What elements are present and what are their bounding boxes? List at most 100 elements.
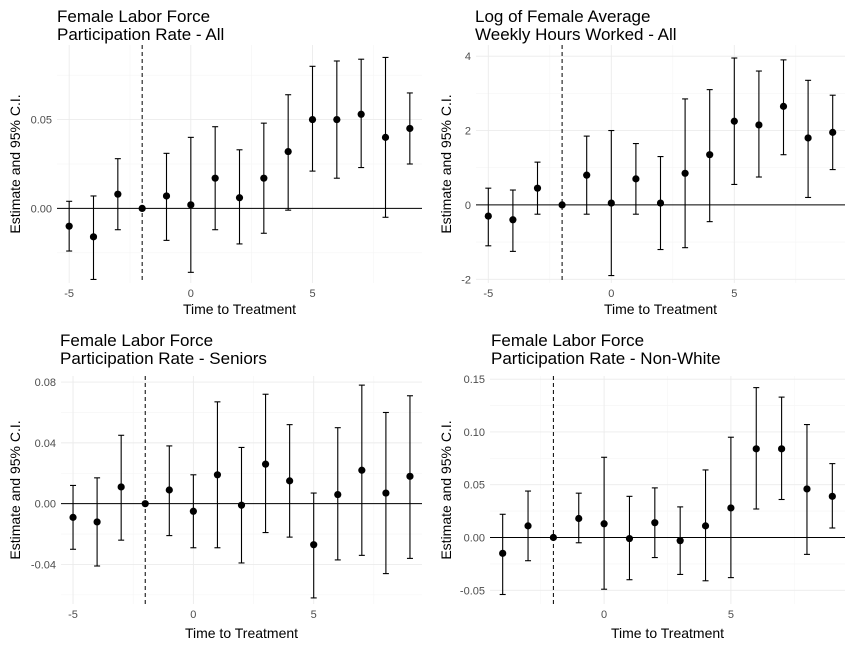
estimate-point-15 (406, 472, 414, 480)
y-axis-title: Estimate and 95% C.I. (438, 420, 454, 559)
y-tick-label: 0.05 (31, 115, 52, 127)
chart-title-line-1: Log of Female Average (475, 7, 650, 26)
y-tick-label: 0.00 (35, 499, 56, 511)
estimate-point-15 (829, 128, 837, 136)
chart-title-line-2: Participation Rate - Seniors (60, 349, 267, 368)
y-tick-label: 0.10 (464, 427, 485, 439)
estimate-point-2 (89, 233, 98, 241)
x-tick-label: 5 (309, 288, 315, 300)
estimate-point-14 (382, 489, 390, 497)
estimate-point-3 (114, 190, 122, 198)
estimate-point-2 (524, 522, 532, 530)
estimate-point-14 (804, 134, 812, 142)
estimate-point-11 (730, 117, 738, 125)
y-tick-label: 0.15 (464, 374, 485, 386)
estimate-point-9 (261, 460, 270, 468)
y-tick-label: -0.04 (31, 559, 56, 571)
y-axis-title: Estimate and 95% C.I. (7, 420, 23, 559)
estimate-point-1 (499, 549, 507, 557)
x-tick-label: 0 (188, 288, 194, 300)
chart-panel-3: -0.04 0.00 0.04 0.08 -5 0 5 Female Labor ForceP… (7, 331, 422, 641)
y-tick-label: -0.05 (460, 585, 485, 597)
estimate-point-5 (162, 192, 171, 200)
estimate-point-6 (625, 534, 634, 543)
estimate-point-2 (93, 518, 101, 526)
x-tick-label: 0 (608, 288, 614, 300)
estimate-point-9 (701, 522, 710, 530)
estimate-point-9 (260, 174, 268, 182)
estimate-point-10 (284, 147, 292, 156)
estimate-point-1 (484, 212, 492, 220)
estimate-point-4 (575, 514, 583, 523)
x-axis-title: Time to Treatment (604, 301, 717, 317)
estimate-point-7 (651, 519, 659, 527)
x-tick-label: 5 (731, 288, 737, 300)
y-tick-label: 0.00 (464, 533, 485, 545)
x-axis-title: Time to Treatment (611, 625, 724, 641)
x-tick-label: -5 (483, 288, 493, 300)
estimate-point-7 (211, 174, 219, 182)
y-axis-title: Estimate and 95% C.I. (438, 94, 454, 233)
estimate-point-13 (803, 485, 811, 493)
estimate-point-8 (235, 194, 244, 202)
estimate-point-14 (828, 492, 836, 500)
estimate-point-10 (706, 151, 714, 159)
estimate-point-8 (656, 199, 665, 207)
chart-title-line-1: Female Labor Force (60, 331, 213, 350)
estimate-point-4 (141, 500, 149, 508)
estimate-point-9 (681, 169, 689, 177)
y-tick-label: -2 (461, 274, 471, 286)
estimate-point-1 (69, 513, 77, 521)
chart-title-line-2: Weekly Hours Worked - All (475, 25, 677, 44)
x-tick-label: 0 (190, 609, 196, 621)
estimate-point-10 (286, 477, 294, 485)
estimate-point-10 (727, 504, 735, 512)
chart-title-line-2: Participation Rate - All (57, 25, 224, 44)
estimate-point-12 (755, 121, 763, 129)
x-tick-label: -5 (64, 288, 74, 300)
estimate-point-11 (752, 445, 760, 453)
estimate-point-1 (65, 222, 73, 230)
y-tick-label: 0.05 (464, 480, 485, 492)
x-tick-label: 5 (311, 609, 317, 621)
estimate-point-7 (213, 471, 222, 479)
estimate-point-3 (549, 533, 557, 542)
y-tick-label: 2 (465, 126, 471, 138)
x-tick-label: -5 (68, 609, 78, 621)
estimate-point-6 (189, 507, 197, 515)
estimate-point-2 (509, 216, 517, 224)
estimate-point-3 (117, 483, 125, 491)
chart-title-line-1: Female Labor Force (491, 331, 644, 350)
estimate-point-6 (187, 201, 195, 209)
estimate-point-12 (778, 445, 786, 453)
estimate-point-13 (779, 102, 788, 110)
estimate-point-4 (558, 201, 566, 209)
estimate-point-14 (381, 133, 390, 141)
estimate-point-8 (237, 501, 246, 509)
x-axis-title: Time to Treatment (183, 301, 296, 317)
chart-panel-1: 0.00 0.05 -5 0 5 Female Labor ForceParticipat… (7, 7, 422, 317)
estimate-point-5 (600, 520, 608, 528)
estimate-point-5 (165, 486, 173, 494)
estimate-point-13 (357, 110, 365, 118)
estimate-point-13 (358, 466, 366, 474)
estimate-point-11 (310, 541, 318, 549)
chart-title-line-2: Participation Rate - Non-White (491, 349, 721, 368)
estimate-point-4 (138, 204, 146, 213)
estimate-point-12 (334, 490, 342, 499)
x-tick-label: 5 (728, 609, 734, 621)
estimate-point-6 (607, 199, 615, 207)
estimate-point-3 (533, 184, 542, 192)
y-tick-label: 0.00 (31, 203, 52, 215)
y-axis-title: Estimate and 95% C.I. (7, 94, 23, 233)
y-tick-label: 4 (465, 51, 471, 63)
chart-panel-4: -0.05 0.00 0.05 0.10 0.15 0 5 Female Labor Forc… (438, 331, 845, 641)
chart-title-line-1: Female Labor Force (57, 7, 210, 26)
y-tick-label: 0 (465, 200, 471, 212)
y-tick-label: 0.08 (35, 377, 56, 389)
estimate-point-12 (333, 115, 341, 124)
estimate-point-8 (676, 537, 684, 545)
estimate-point-5 (583, 171, 591, 179)
